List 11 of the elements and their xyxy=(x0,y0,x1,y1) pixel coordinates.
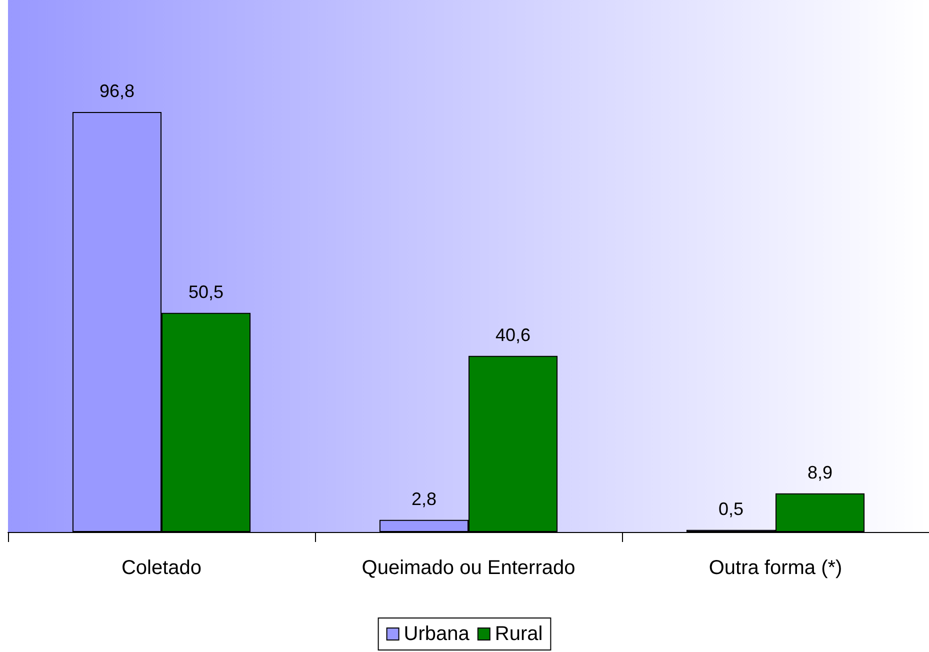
x-tick-label: Coletado xyxy=(121,557,202,579)
x-tick-label: Outra forma (*) xyxy=(708,557,842,579)
x-tick-label: Queimado ou Enterrado xyxy=(362,557,576,579)
data-label: 50,5 xyxy=(188,282,224,302)
data-label: 8,9 xyxy=(808,462,833,482)
legend-label: Urbana xyxy=(404,623,470,645)
data-label: 40,6 xyxy=(495,324,531,345)
data-label: 96,8 xyxy=(99,81,135,101)
data-label: 0,5 xyxy=(718,498,744,519)
data-label: 2,8 xyxy=(411,488,436,509)
legend-label: Rural xyxy=(494,623,543,645)
